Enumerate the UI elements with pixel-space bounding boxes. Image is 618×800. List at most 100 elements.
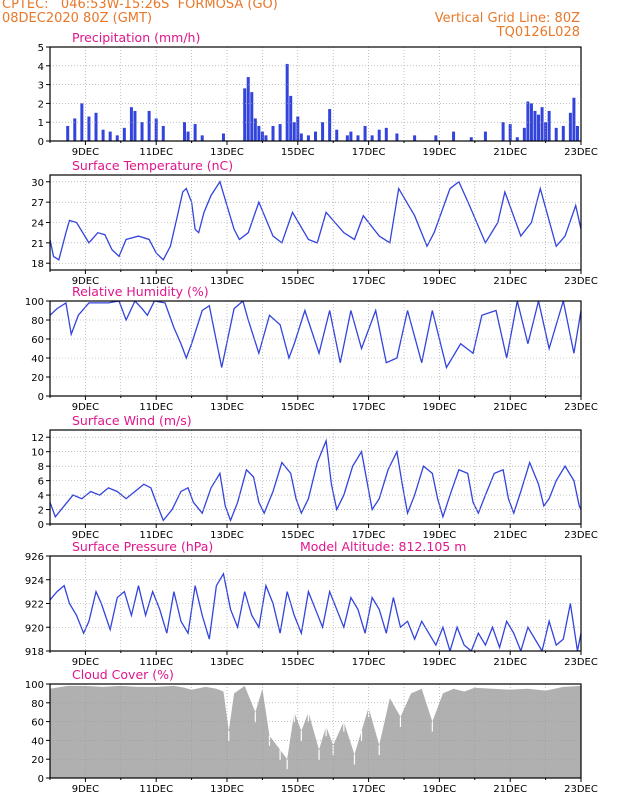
precip-bar: [568, 112, 572, 141]
x-tick-label: 21DEC: [493, 402, 527, 413]
panel-title: Surface Pressure (hPa): [72, 539, 213, 554]
panel-title: Cloud Cover (%): [72, 667, 174, 682]
x-tick-label: 21DEC: [493, 530, 527, 541]
x-tick-label: 19DEC: [423, 147, 457, 158]
x-tick-label: 17DEC: [352, 276, 386, 287]
precip-bar: [108, 131, 112, 141]
x-tick-label: 9DEC: [72, 276, 99, 287]
x-tick-label: 13DEC: [210, 147, 244, 158]
y-tick-label: 922: [25, 600, 44, 611]
plot-area: [50, 301, 581, 396]
precip-bar: [161, 125, 165, 141]
y-tick-label: 2: [38, 99, 44, 110]
precip-bar: [278, 124, 282, 141]
y-tick-label: 6: [38, 477, 44, 488]
y-tick-label: 21: [31, 239, 44, 250]
precip-bar: [260, 131, 264, 141]
x-tick-label: 19DEC: [423, 657, 457, 668]
precip-bar: [292, 122, 296, 141]
x-tick-label: 21DEC: [493, 657, 527, 668]
precip-bar: [537, 114, 541, 141]
x-tick-label: 9DEC: [72, 402, 99, 413]
precip-bar: [193, 124, 197, 141]
precip-bar: [87, 116, 91, 141]
cloud-gaps: [228, 707, 433, 770]
precip-bar: [452, 131, 456, 141]
y-tick-label: 40: [31, 354, 44, 365]
y-tick-label: 920: [25, 623, 44, 634]
y-tick-label: 10: [31, 448, 44, 459]
x-tick-label: 9DEC: [72, 657, 99, 668]
precip-bar: [575, 125, 579, 141]
precip-bar: [221, 133, 225, 141]
precip-bar: [129, 107, 133, 141]
y-tick-label: 0: [38, 774, 44, 785]
precip-bar: [572, 97, 576, 141]
precip-bar: [349, 131, 353, 141]
panel-6: 9DEC 11DEC 13DEC 15DEC 17DEC 19DEC 21DEC 23DEC 0…: [25, 667, 598, 795]
y-tick-label: 80: [31, 316, 44, 327]
precip-bar: [101, 129, 105, 141]
axes-frame: [49, 429, 582, 525]
grid: [50, 556, 581, 651]
x-tick-label: 17DEC: [352, 657, 386, 668]
grid: [50, 430, 581, 524]
x-tick-label: 15DEC: [281, 784, 315, 795]
x-tick-label: 13DEC: [210, 276, 244, 287]
y-tick-label: 0: [38, 392, 44, 403]
y-tick-label: 27: [31, 198, 44, 209]
panel-3: 9DEC 11DEC 13DEC 15DEC 17DEC 19DEC 21DEC 23DEC 0…: [25, 284, 598, 413]
x-tick-label: 21DEC: [493, 147, 527, 158]
plot-area: [50, 430, 581, 524]
precip-bar: [529, 103, 533, 141]
plot-area: [50, 556, 581, 651]
x-tick-label: 9DEC: [72, 530, 99, 541]
header-model: TQ0126L028: [496, 25, 580, 40]
x-tick-label: 23DEC: [564, 402, 598, 413]
precip-bar: [264, 135, 268, 141]
precip-bar: [243, 88, 247, 141]
y-tick-label: 918: [25, 647, 44, 658]
x-tick-label: 11DEC: [139, 147, 173, 158]
y-tick-label: 0: [38, 520, 44, 531]
precip-bar: [133, 110, 137, 141]
x-tick-label: 11DEC: [139, 530, 173, 541]
x-tick-label: 11DEC: [139, 657, 173, 668]
x-tick-label: 17DEC: [352, 402, 386, 413]
y-tick-label: 4: [38, 491, 44, 502]
x-tick-label: 23DEC: [564, 147, 598, 158]
x-tick-label: 19DEC: [423, 784, 457, 795]
precip-bar: [384, 127, 388, 141]
precip-bar: [289, 95, 293, 141]
x-tick-label: 13DEC: [210, 657, 244, 668]
precip-bar: [271, 125, 275, 141]
x-tick-label: 19DEC: [423, 402, 457, 413]
x-tick-label: 21DEC: [493, 784, 527, 795]
x-tick-label: 23DEC: [564, 657, 598, 668]
precip-bar: [501, 122, 505, 141]
x-tick-label: 21DEC: [493, 276, 527, 287]
precip-bar: [154, 118, 158, 141]
x-tick-label: 13DEC: [210, 784, 244, 795]
axes-frame: [49, 300, 582, 397]
precip-bar: [363, 125, 367, 141]
y-tick-label: 924: [25, 576, 44, 587]
x-tick-label: 15DEC: [281, 147, 315, 158]
y-tick-label: 30: [31, 178, 44, 189]
x-tick-label: 23DEC: [564, 784, 598, 795]
header-date: 08DEC2020 80Z (GMT): [2, 11, 153, 26]
precip-bar: [66, 125, 70, 141]
precip-bar: [526, 101, 530, 141]
x-tick-label: 11DEC: [139, 402, 173, 413]
axes-frame: [49, 46, 582, 142]
grid: [50, 684, 581, 778]
x-tick-label: 19DEC: [423, 530, 457, 541]
precip-bar: [314, 131, 317, 141]
y-tick-label: 40: [31, 736, 44, 747]
y-tick-label: 20: [31, 755, 44, 766]
precip-bar: [80, 103, 84, 141]
precip-bar: [554, 127, 558, 141]
y-tick-label: 18: [31, 259, 44, 270]
x-tick-label: 13DEC: [210, 402, 244, 413]
